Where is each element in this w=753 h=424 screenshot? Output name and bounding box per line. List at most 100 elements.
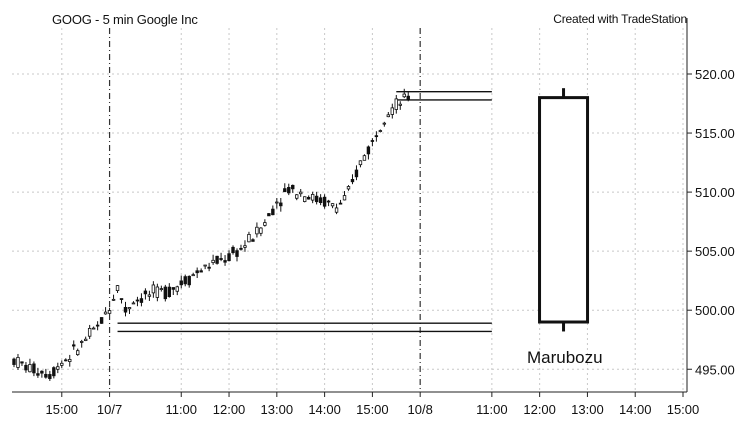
price-bar bbox=[247, 233, 251, 243]
credit-text: Created with TradeStation bbox=[553, 12, 687, 26]
price-bar bbox=[378, 130, 383, 132]
price-bar bbox=[60, 362, 64, 366]
price-bar bbox=[338, 202, 343, 205]
price-bar bbox=[111, 298, 116, 301]
price-bar bbox=[219, 258, 223, 260]
price-bar bbox=[119, 298, 124, 300]
price-bar bbox=[342, 195, 347, 201]
price-bar bbox=[143, 290, 148, 295]
price-bar bbox=[251, 239, 255, 242]
price-bar bbox=[299, 191, 303, 195]
x-tick-label: 14:00 bbox=[619, 402, 652, 417]
y-tick-label: 510.00 bbox=[695, 185, 735, 200]
price-bar bbox=[211, 259, 215, 264]
price-bar bbox=[295, 194, 299, 199]
price-bar bbox=[87, 328, 92, 337]
price-bar bbox=[223, 260, 227, 263]
marubozu-body bbox=[538, 96, 590, 324]
price-bar bbox=[139, 298, 144, 303]
price-bar bbox=[171, 287, 175, 290]
price-bar bbox=[354, 169, 359, 178]
price-bar bbox=[239, 247, 243, 250]
price-bar bbox=[12, 358, 16, 365]
price-bar bbox=[155, 286, 160, 298]
y-tick-label: 500.00 bbox=[695, 303, 735, 318]
price-bar bbox=[283, 188, 287, 193]
x-tick-label: 12:00 bbox=[523, 402, 556, 417]
price-bar bbox=[350, 178, 355, 183]
price-bar bbox=[362, 155, 367, 161]
price-bar bbox=[322, 196, 327, 207]
price-bar bbox=[386, 114, 391, 118]
price-bar bbox=[79, 341, 84, 343]
price-bar bbox=[56, 366, 60, 370]
price-bar bbox=[163, 286, 168, 300]
price-bar bbox=[310, 194, 315, 201]
y-tick-label: 495.00 bbox=[695, 362, 735, 377]
price-bar bbox=[123, 306, 128, 313]
y-tick-label: 515.00 bbox=[695, 126, 735, 141]
price-bar bbox=[44, 373, 48, 378]
price-bar bbox=[20, 361, 24, 364]
price-bar bbox=[175, 286, 179, 292]
chart-title: GOOG - 5 min Google Inc bbox=[52, 12, 198, 27]
price-bar bbox=[179, 280, 183, 286]
price-bar bbox=[131, 302, 136, 305]
price-bar bbox=[199, 270, 203, 273]
x-tick-label: 13:00 bbox=[261, 402, 294, 417]
price-bar bbox=[394, 98, 398, 110]
x-tick-label: 12:00 bbox=[213, 402, 246, 417]
marubozu-label: Marubozu bbox=[527, 348, 603, 367]
price-bar bbox=[76, 350, 80, 356]
x-tick-label: 11:00 bbox=[165, 402, 197, 417]
price-bar bbox=[382, 122, 387, 125]
price-bar bbox=[291, 184, 295, 190]
price-bar bbox=[195, 270, 199, 274]
price-bar bbox=[227, 253, 231, 262]
price-bar bbox=[330, 203, 335, 207]
price-bar bbox=[306, 196, 311, 200]
price-bar bbox=[159, 288, 164, 290]
price-bar bbox=[207, 266, 211, 269]
price-bar bbox=[28, 364, 32, 373]
price-bar bbox=[16, 357, 20, 368]
price-bar bbox=[187, 275, 191, 286]
price-bar bbox=[167, 286, 172, 298]
price-bar bbox=[203, 264, 207, 267]
price-bar bbox=[64, 359, 68, 362]
price-bar bbox=[314, 195, 319, 203]
price-bar bbox=[358, 160, 363, 166]
price-bar bbox=[243, 245, 247, 248]
price-bar bbox=[267, 213, 271, 217]
y-tick-label: 520.00 bbox=[695, 67, 735, 82]
price-bar bbox=[318, 197, 323, 204]
price-bar bbox=[52, 367, 56, 377]
price-bar bbox=[40, 370, 44, 374]
price-bar bbox=[366, 146, 371, 155]
price-bar bbox=[215, 255, 219, 264]
price-bar bbox=[91, 327, 96, 330]
price-bar bbox=[398, 103, 402, 106]
price-bar bbox=[72, 344, 76, 347]
price-bar bbox=[191, 274, 195, 277]
price-bar bbox=[287, 187, 291, 194]
price-bar bbox=[271, 208, 275, 216]
price-bar bbox=[231, 246, 235, 254]
price-bar bbox=[390, 107, 395, 115]
x-tick-label: 14:00 bbox=[308, 402, 341, 417]
price-bar bbox=[135, 299, 140, 302]
price-bar bbox=[263, 222, 267, 226]
price-bar bbox=[259, 227, 263, 234]
price-bar bbox=[127, 307, 132, 310]
price-bar bbox=[95, 324, 100, 327]
price-bar bbox=[370, 140, 375, 142]
x-tick-label: 10/7 bbox=[97, 402, 122, 417]
price-bar bbox=[83, 338, 88, 341]
price-bar bbox=[99, 317, 104, 324]
price-bar bbox=[235, 250, 239, 257]
price-bar bbox=[48, 374, 52, 379]
price-bar bbox=[103, 311, 108, 315]
x-tick-label: 15:00 bbox=[667, 402, 700, 417]
price-bar bbox=[346, 186, 351, 190]
